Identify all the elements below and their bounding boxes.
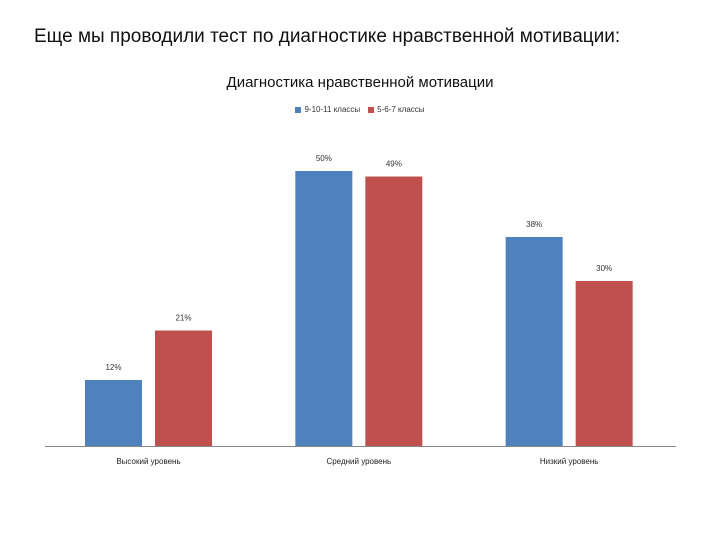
slide-heading: Еще мы проводили тест по диагностике нра… bbox=[34, 26, 621, 47]
chart-legend: 9-10-11 классы 5-6-7 классы bbox=[0, 105, 720, 114]
category-label-1: Высокий уровень bbox=[116, 457, 180, 466]
bar-1-2 bbox=[295, 171, 353, 446]
legend-label-series-2: 5-6-7 классы bbox=[377, 105, 425, 114]
legend-label-series-1: 9-10-11 классы bbox=[304, 105, 361, 114]
bar-2-3 bbox=[575, 281, 633, 446]
category-label-2: Средний уровень bbox=[326, 457, 391, 466]
data-label-1-3: 38% bbox=[526, 220, 542, 229]
data-label-2-1: 21% bbox=[175, 314, 191, 323]
legend-swatch-series-1 bbox=[295, 106, 302, 113]
data-label-1-2: 50% bbox=[316, 154, 332, 163]
bar-2-1 bbox=[155, 330, 212, 446]
data-label-2-3: 30% bbox=[596, 264, 612, 273]
category-label-3: Низкий уровень bbox=[540, 457, 599, 466]
legend-entry-series-2: 5-6-7 классы bbox=[368, 105, 425, 114]
data-label-1-1: 12% bbox=[105, 363, 121, 372]
bar-1-3 bbox=[505, 237, 563, 446]
bar-1-1 bbox=[85, 380, 142, 446]
legend-swatch-series-2 bbox=[368, 106, 375, 113]
bar-2-2 bbox=[365, 176, 423, 446]
data-label-2-2: 49% bbox=[386, 160, 402, 169]
legend-entry-series-1: 9-10-11 классы bbox=[295, 105, 360, 114]
chart-title: Диагностика нравственной мотивации bbox=[226, 74, 494, 91]
